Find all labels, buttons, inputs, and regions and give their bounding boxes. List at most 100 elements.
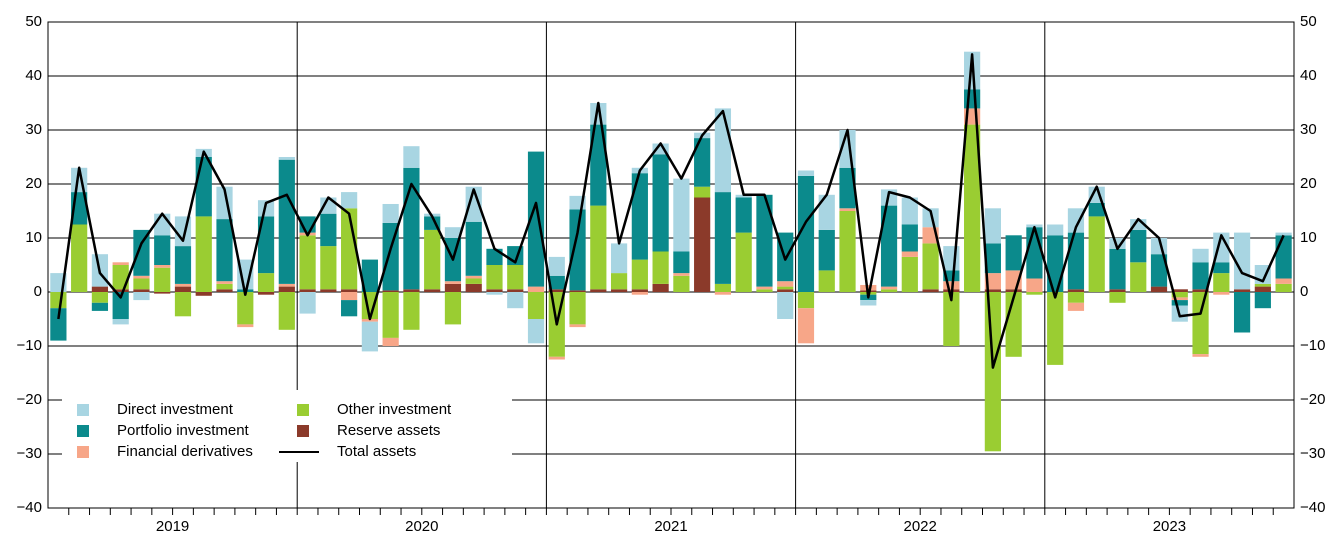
bar-segment (673, 275, 690, 292)
bar-segment (1130, 262, 1147, 292)
y2-tick-label: 30 (1300, 121, 1317, 138)
bar-segment (1233, 289, 1251, 292)
bar-segment (299, 235, 316, 290)
bar-segment (216, 219, 233, 282)
bar-segment (901, 256, 918, 292)
legend-swatch (297, 425, 309, 437)
bar-segment (1171, 289, 1188, 292)
bar-segment (1150, 254, 1168, 287)
bar-segment (1254, 283, 1271, 287)
bar-segment (50, 292, 67, 309)
bar-segment (216, 281, 233, 284)
bar-segment (174, 246, 192, 284)
bar-segment (424, 289, 441, 292)
bar-segment (984, 243, 1001, 274)
bar-segment (1005, 235, 1022, 271)
legend-label: Financial derivatives (117, 443, 253, 460)
bar-segment (631, 173, 648, 260)
y-tick-label: −20 (17, 391, 42, 408)
bar-segment (424, 229, 441, 290)
y2-tick-label: −20 (1300, 391, 1325, 408)
bar-segment (527, 319, 545, 344)
bar-segment (507, 265, 524, 290)
bar-segment (943, 292, 960, 346)
y2-tick-label: 10 (1300, 229, 1317, 246)
bar-segment (652, 283, 669, 292)
bar-segment (278, 286, 295, 292)
bar-segment (1047, 235, 1064, 292)
bar-segment (299, 289, 316, 292)
bar-segment (507, 289, 524, 292)
bar-segment (1005, 289, 1022, 292)
legend-label: Direct investment (117, 401, 234, 418)
bar-segment (901, 224, 918, 252)
bar-segment (880, 289, 898, 292)
bar-segment (444, 227, 462, 238)
bar-segment (943, 270, 960, 282)
bar-segment (1109, 248, 1126, 290)
bar-segment (1213, 262, 1230, 274)
bar-segment (465, 278, 482, 284)
bar-segment (382, 292, 399, 338)
bar-segment (71, 224, 88, 292)
y2-tick-label: 0 (1300, 283, 1308, 300)
legend-box (62, 390, 512, 462)
bar-segment (278, 283, 295, 287)
bar-segment (818, 229, 835, 271)
x-group-label: 2020 (405, 518, 438, 535)
bar-segment (154, 213, 171, 236)
bar-segment (527, 286, 545, 292)
bar-segment (1213, 273, 1230, 292)
legend-swatch (77, 404, 89, 416)
y-tick-label: 50 (25, 13, 42, 30)
bar-segment (610, 273, 628, 290)
bar-segment (174, 292, 192, 317)
bar-segment (1067, 302, 1085, 311)
y2-tick-label: 50 (1300, 13, 1317, 30)
bar-segment (444, 283, 462, 292)
bar-segment (1150, 286, 1168, 292)
bar-segment (486, 265, 503, 290)
bar-segment (195, 216, 212, 292)
bar-segment (1067, 232, 1085, 290)
bar-segment (610, 243, 628, 274)
bar-segment (341, 300, 358, 317)
bar-segment (1254, 292, 1271, 309)
bar-segment (777, 289, 794, 292)
bar-segment (465, 275, 482, 279)
y-tick-label: 30 (25, 121, 42, 138)
y-tick-label: −10 (17, 337, 42, 354)
y-tick-label: −30 (17, 445, 42, 462)
bar-segment (901, 251, 918, 257)
bar-segment (486, 292, 503, 295)
bar-segment (777, 292, 794, 319)
bar-segment (610, 289, 628, 292)
bar-segment (341, 292, 358, 301)
bar-segment (1026, 224, 1043, 228)
bar-segment (984, 273, 1001, 290)
bar-segment (756, 194, 773, 287)
bar-segment (673, 251, 690, 274)
bar-segment (1026, 292, 1043, 295)
bar-segment (777, 281, 794, 287)
bar-segment (631, 259, 648, 290)
bar-segment (590, 124, 607, 206)
bar-segment (943, 281, 960, 290)
bar-segment (154, 292, 171, 294)
bar-segment (756, 289, 773, 292)
bar-segment (631, 289, 648, 292)
bar-segment (569, 209, 586, 291)
bar-segment (548, 289, 565, 292)
bar-segment (112, 265, 129, 290)
bar-segment (403, 292, 420, 330)
bar-segment (112, 262, 129, 265)
bar-segment (361, 259, 378, 292)
bar-segment (984, 292, 1001, 452)
bar-segment (1192, 262, 1209, 290)
legend-swatch (77, 446, 89, 458)
bar-segment (1254, 286, 1271, 292)
bar-segment (984, 208, 1001, 244)
bar-segment (548, 275, 565, 290)
